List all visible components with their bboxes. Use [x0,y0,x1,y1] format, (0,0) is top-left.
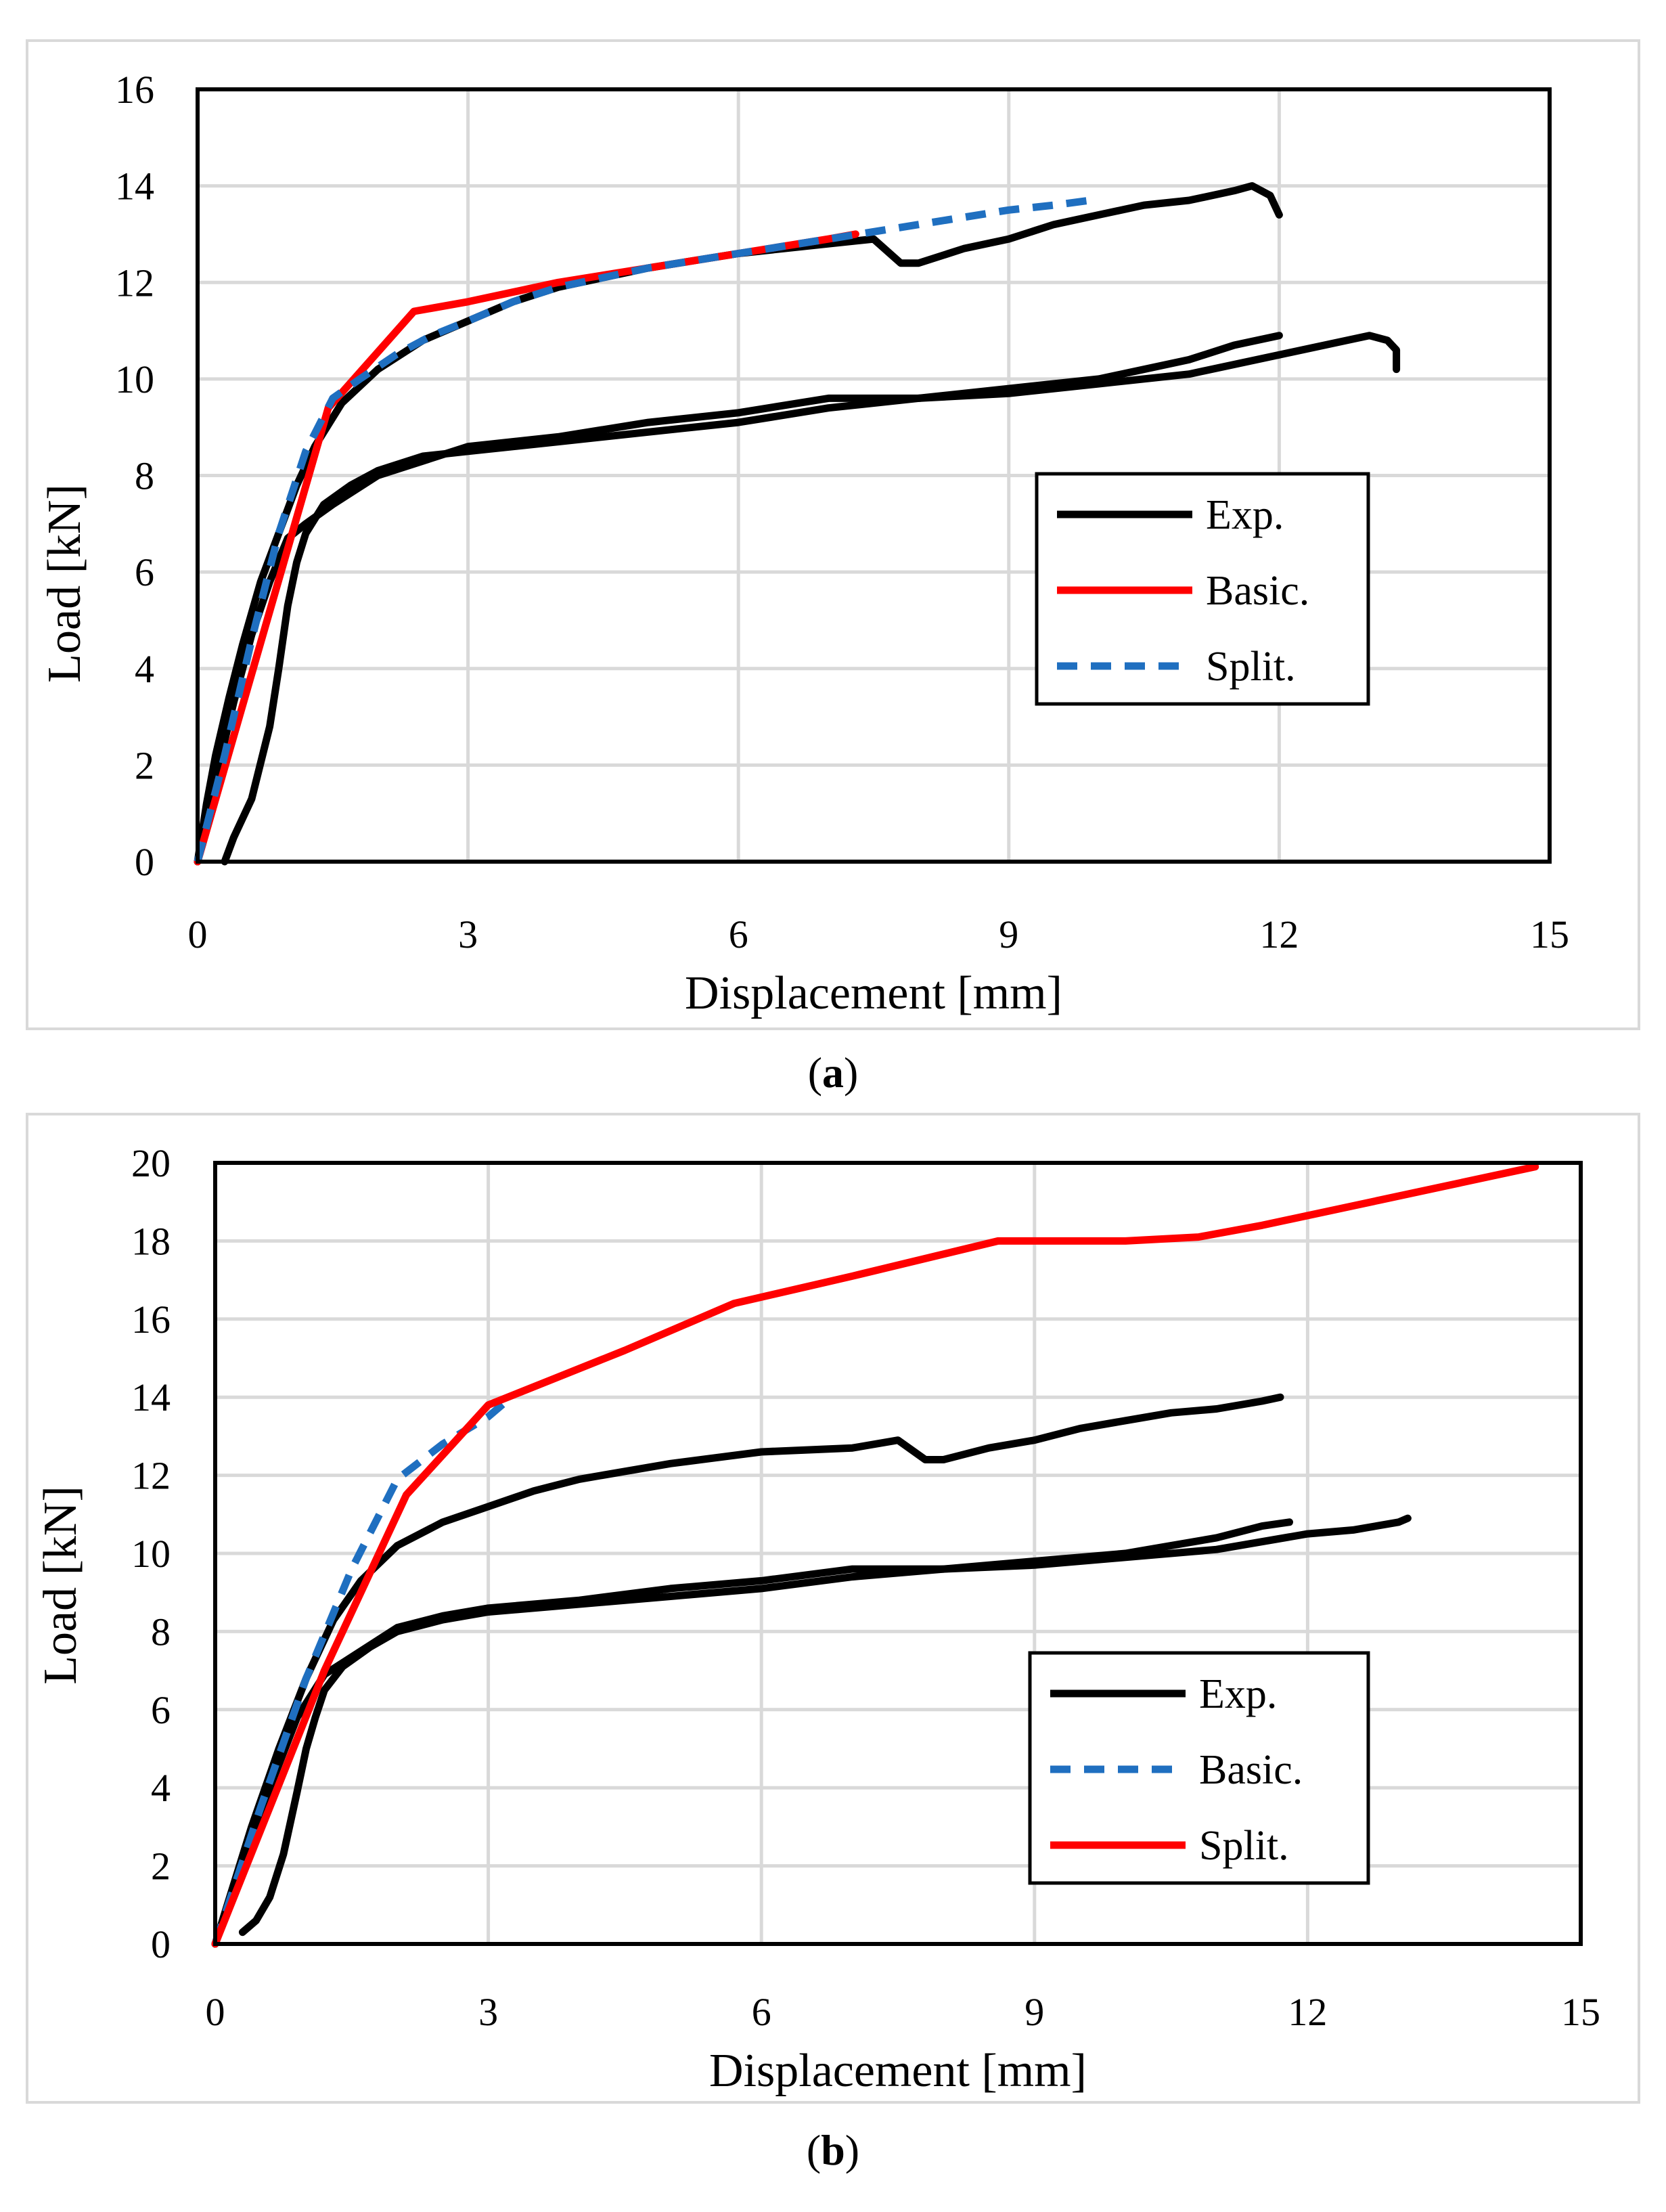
chart-a: 0 3 6 9 12 15 0 2 4 6 8 10 12 14 16 Displacement [mm] Lo… [39,68,1569,1019]
panel-caption-a: (a) [807,1048,859,1097]
panel-label-b: b [821,2126,845,2174]
y-tick-label: 14 [131,1375,171,1419]
legend-label: Exp. [1206,492,1284,538]
y-tick-label: 10 [131,1532,171,1576]
series-line-exp [211,1393,1284,1948]
panel-caption-b: (b) [806,2126,860,2174]
series-line-exp [238,1514,1412,1937]
y-tick-label: 16 [115,68,154,112]
y-tick-label: 12 [131,1454,171,1498]
x-tick-label: 0 [188,912,208,956]
legend-label: Basic. [1206,568,1309,614]
y-tick-label: 18 [131,1219,171,1263]
series-line-basic [194,230,859,866]
y-tick-label: 14 [115,164,154,208]
y-tick-label: 6 [135,550,154,594]
y-tick-label: 8 [151,1610,171,1654]
legend: Exp. Basic. Split. [1028,1651,1370,1885]
legend-label: Split. [1199,1823,1289,1869]
y-tick-label: 12 [115,261,154,305]
x-tick-label: 12 [1259,912,1299,956]
x-tick-label: 9 [1025,1990,1044,2034]
y-tick-label: 0 [135,840,154,884]
y-tick-label: 6 [151,1688,171,1732]
legend-label: Split. [1206,644,1296,690]
legend: Exp. Basic. Split. [1035,472,1370,706]
series-line-split [194,196,1091,863]
x-tick-label: 3 [478,1990,498,2034]
x-tick-label: 12 [1288,1990,1327,2034]
plot-border [213,1161,1583,1946]
y-tick-label: 4 [151,1766,171,1810]
y-tick-label: 2 [135,743,154,787]
y-tick-label: 8 [135,454,154,498]
x-tick-label: 15 [1561,1990,1600,2034]
chart-b: 0 3 6 9 12 15 0 2 4 6 8 10 12 14 16 18 20 Displacement [m… [35,1141,1600,2097]
panel-label-a: a [822,1048,844,1097]
series-line-exp [211,1518,1293,1948]
y-tick-label: 4 [135,647,154,691]
x-tick-label: 0 [206,1990,225,2034]
y-tick-label: 2 [151,1844,171,1888]
series-line-exp [221,332,1401,866]
x-axis-title: Displacement [mm] [709,2045,1087,2097]
series-line-split [211,1163,1539,1948]
y-tick-label: 16 [131,1298,171,1342]
x-tick-label: 15 [1530,912,1569,956]
y-axis-title: Load [kN] [39,484,91,683]
legend-label: Exp. [1199,1671,1277,1717]
x-axis-title: Displacement [mm] [685,967,1062,1019]
y-tick-label: 20 [131,1141,171,1185]
x-tick-label: 3 [458,912,478,956]
y-tick-label: 0 [151,1922,171,1966]
x-tick-label: 9 [999,912,1018,956]
legend-label: Basic. [1199,1747,1303,1793]
series-line-basic [211,1398,510,1945]
x-tick-label: 6 [729,912,748,956]
plot-border [196,87,1552,864]
x-tick-label: 6 [752,1990,771,2034]
y-axis-title: Load [kN] [35,1486,87,1685]
y-tick-label: 10 [115,357,154,401]
